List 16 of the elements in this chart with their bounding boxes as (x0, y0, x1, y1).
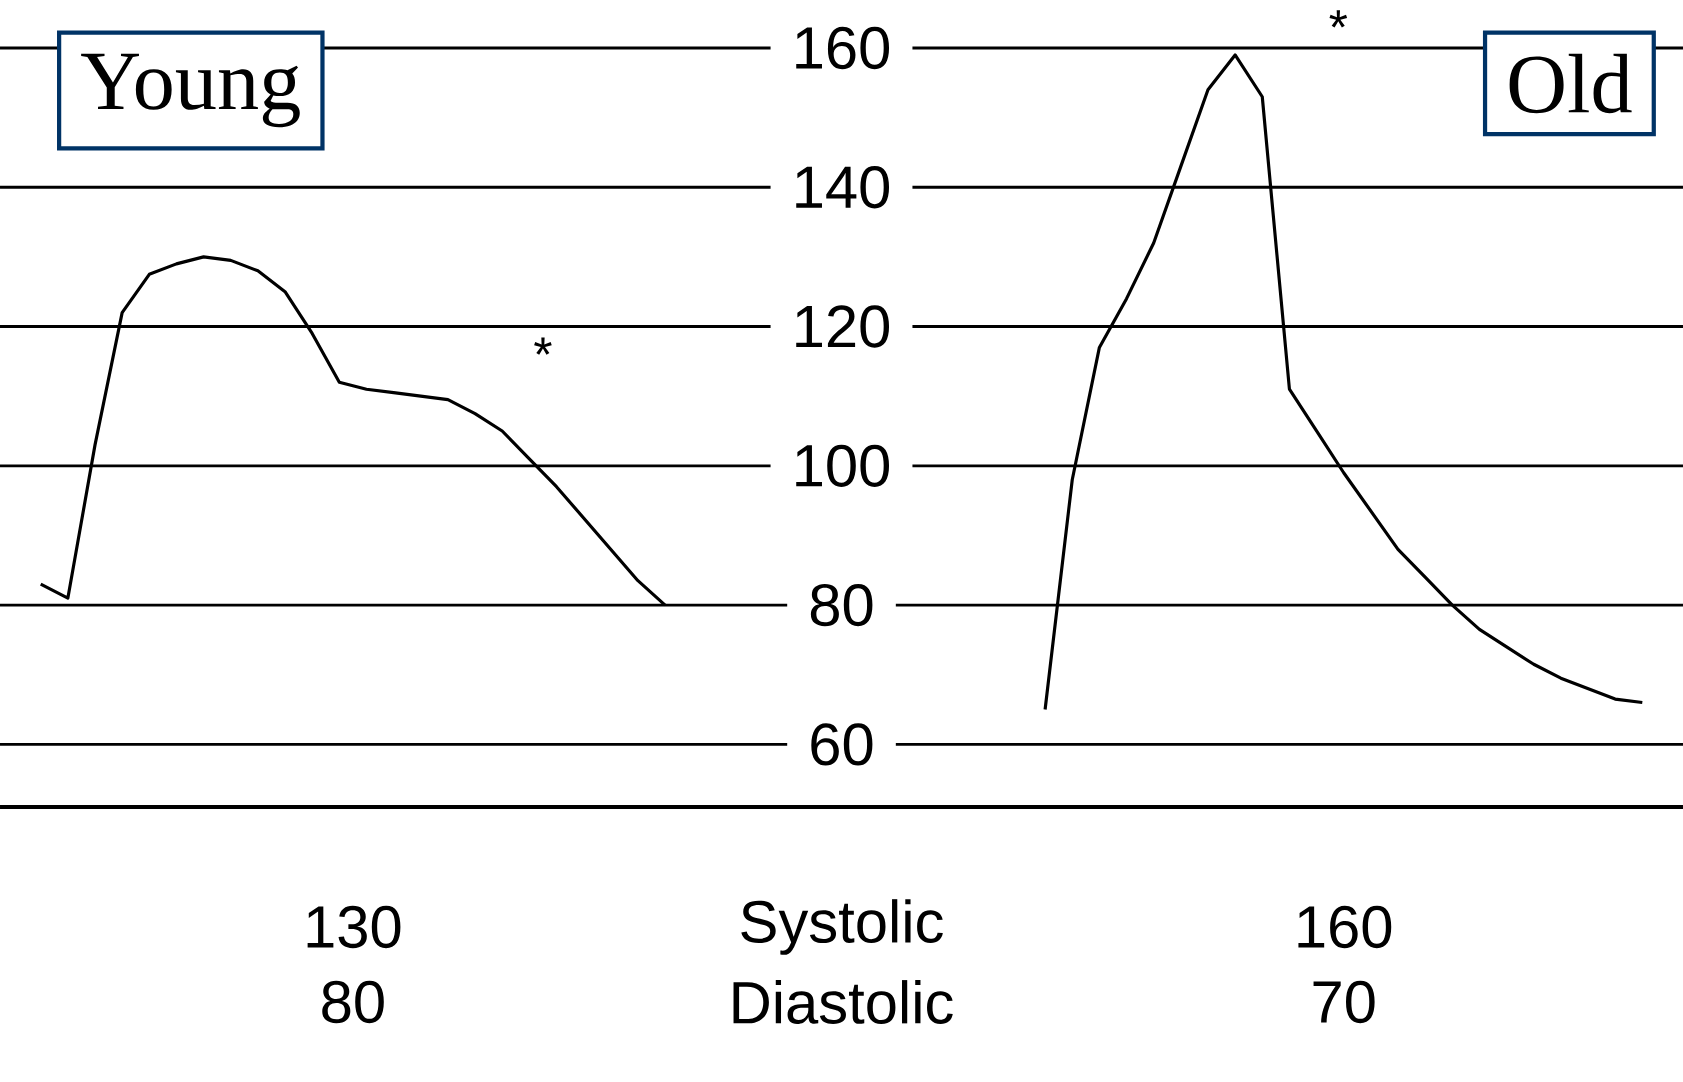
series-label: Young (81, 53, 300, 128)
y-tick-label: 120 (796, 305, 890, 348)
text: Diastolic (733, 980, 953, 1024)
y-tick-label: 80 (810, 583, 873, 627)
annotation: * (534, 337, 552, 355)
y-tick-label: 100 (796, 444, 890, 487)
y-tick-label: 140 (796, 166, 890, 209)
text: 130 (307, 905, 401, 949)
text: Old (1509, 53, 1632, 114)
text: 70 (1313, 980, 1375, 1024)
text: * (1329, 10, 1348, 28)
y-tick-label: 160 (796, 26, 890, 70)
text: 160 (1298, 905, 1392, 949)
y-tick-label: 60 (811, 723, 873, 766)
text: 80 (322, 980, 384, 1024)
text: Systolic (741, 899, 943, 955)
